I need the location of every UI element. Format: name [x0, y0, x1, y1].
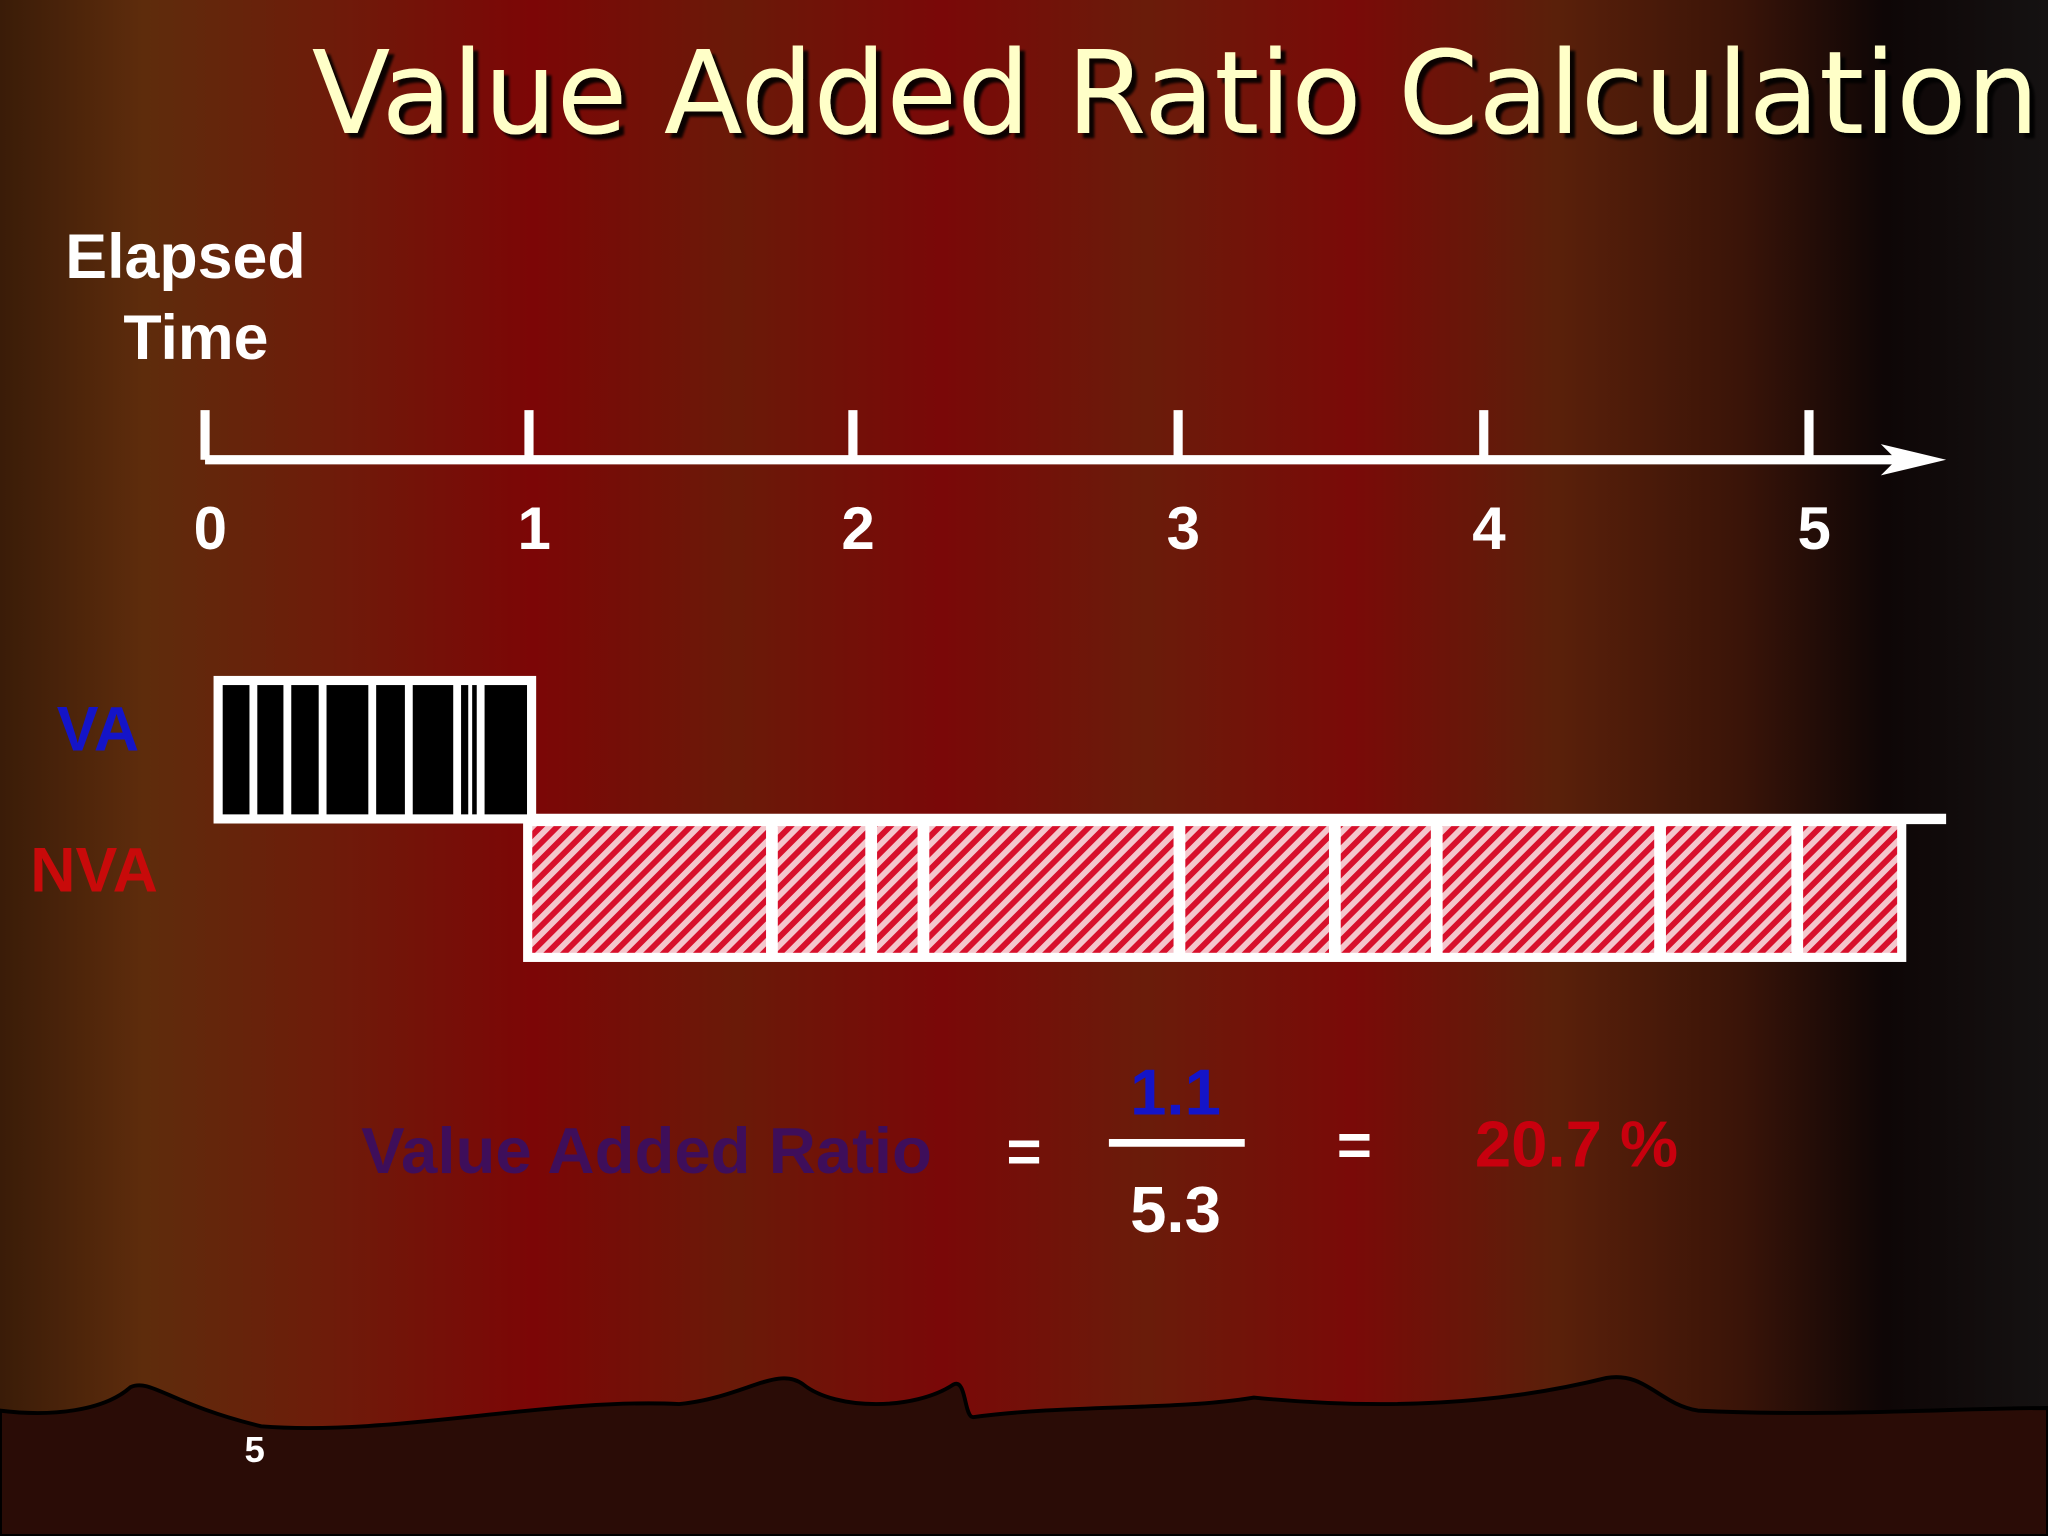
page-number: 5: [245, 1429, 265, 1470]
tick-label: 5: [1797, 495, 1830, 562]
slide-title: Value Added Ratio Calculation: [312, 27, 2039, 161]
nva-box: [523, 816, 1907, 962]
curtain-floor: [0, 1375, 2048, 1536]
va-label: VA: [57, 695, 139, 765]
formula-name: Value Added Ratio: [361, 1114, 932, 1187]
result: 20.7 %: [1475, 1108, 1678, 1181]
axis-label: Elapsed: [65, 222, 305, 292]
equals-sign: =: [1337, 1111, 1372, 1178]
tick-label: 1: [517, 495, 550, 562]
denominator: 5.3: [1130, 1173, 1221, 1246]
nva-label: NVA: [30, 836, 158, 906]
tick-label: 4: [1472, 495, 1506, 562]
tick-label: 2: [841, 495, 874, 562]
axis-arrow: [1880, 444, 1947, 476]
axis-label: Time: [123, 303, 268, 373]
timeline: [200, 410, 1947, 476]
nva-bar: [523, 813, 1947, 962]
equals-sign: =: [1006, 1118, 1041, 1185]
tick-label: 3: [1167, 495, 1200, 562]
tick-label: 0: [194, 495, 227, 562]
va-bar: [213, 675, 537, 824]
numerator: 1.1: [1130, 1055, 1221, 1128]
